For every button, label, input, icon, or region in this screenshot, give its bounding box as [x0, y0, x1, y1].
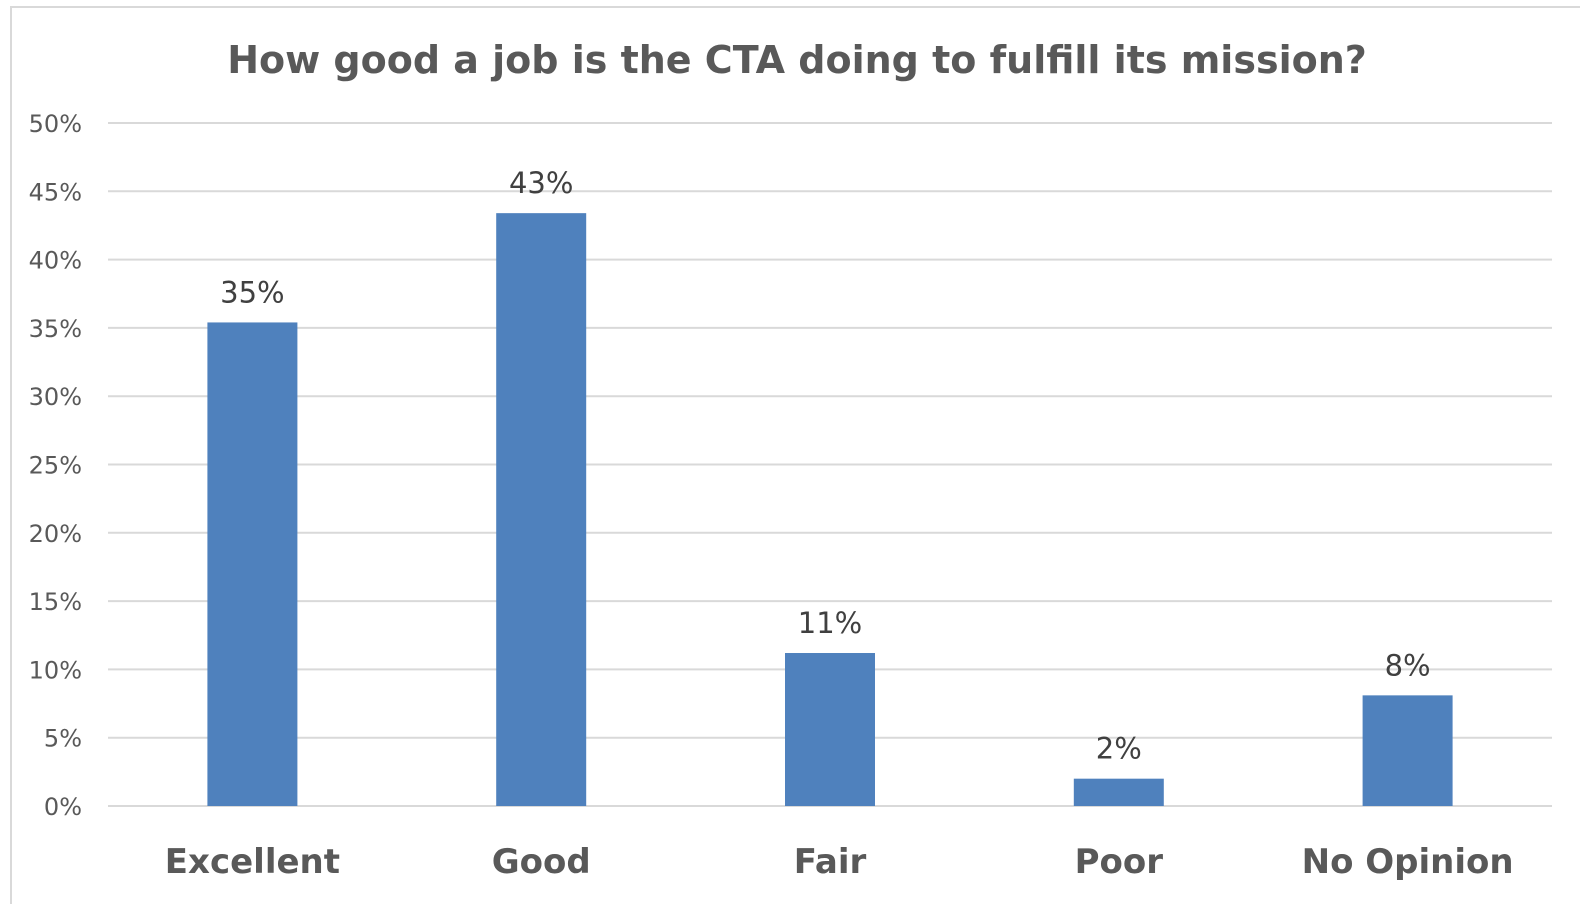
y-tick-label: 25%: [29, 452, 82, 480]
bar-fair: [785, 653, 875, 806]
y-tick-label: 20%: [29, 520, 82, 548]
x-axis-categories: Excellent Good Fair Poor No Opinion: [165, 842, 1514, 882]
y-tick-label: 45%: [29, 178, 82, 206]
category-label: No Opinion: [1302, 842, 1514, 882]
data-labels: 35% 43% 11% 2% 8%: [220, 166, 1430, 766]
bar-no-opinion: [1362, 695, 1453, 806]
data-label: 8%: [1385, 648, 1431, 682]
y-tick-label: 10%: [29, 656, 82, 684]
y-tick-label: 5%: [44, 725, 82, 753]
data-label: 2%: [1096, 732, 1142, 766]
data-label: 11%: [798, 606, 862, 640]
y-tick-label: 40%: [29, 247, 82, 275]
chart-frame: [10, 6, 1580, 904]
y-axis-ticks: 0% 5% 10% 15% 20% 25% 30% 35% 40% 45% 50%: [29, 110, 82, 821]
y-tick-label: 0%: [44, 793, 82, 821]
bar-excellent: [207, 322, 298, 806]
bar-good: [496, 213, 587, 806]
category-label: Fair: [794, 842, 867, 882]
category-label: Poor: [1075, 842, 1164, 882]
category-label: Good: [492, 842, 591, 882]
chart-title: How good a job is the CTA doing to fulfi…: [227, 38, 1367, 82]
category-label: Excellent: [165, 842, 340, 882]
y-tick-label: 35%: [29, 315, 82, 343]
y-tick-label: 50%: [29, 110, 82, 138]
data-label: 35%: [220, 275, 284, 309]
y-tick-label: 15%: [29, 588, 82, 616]
data-label: 43%: [509, 166, 573, 200]
bar-poor: [1073, 778, 1164, 806]
bars: [207, 213, 1453, 806]
y-tick-label: 30%: [29, 383, 82, 411]
